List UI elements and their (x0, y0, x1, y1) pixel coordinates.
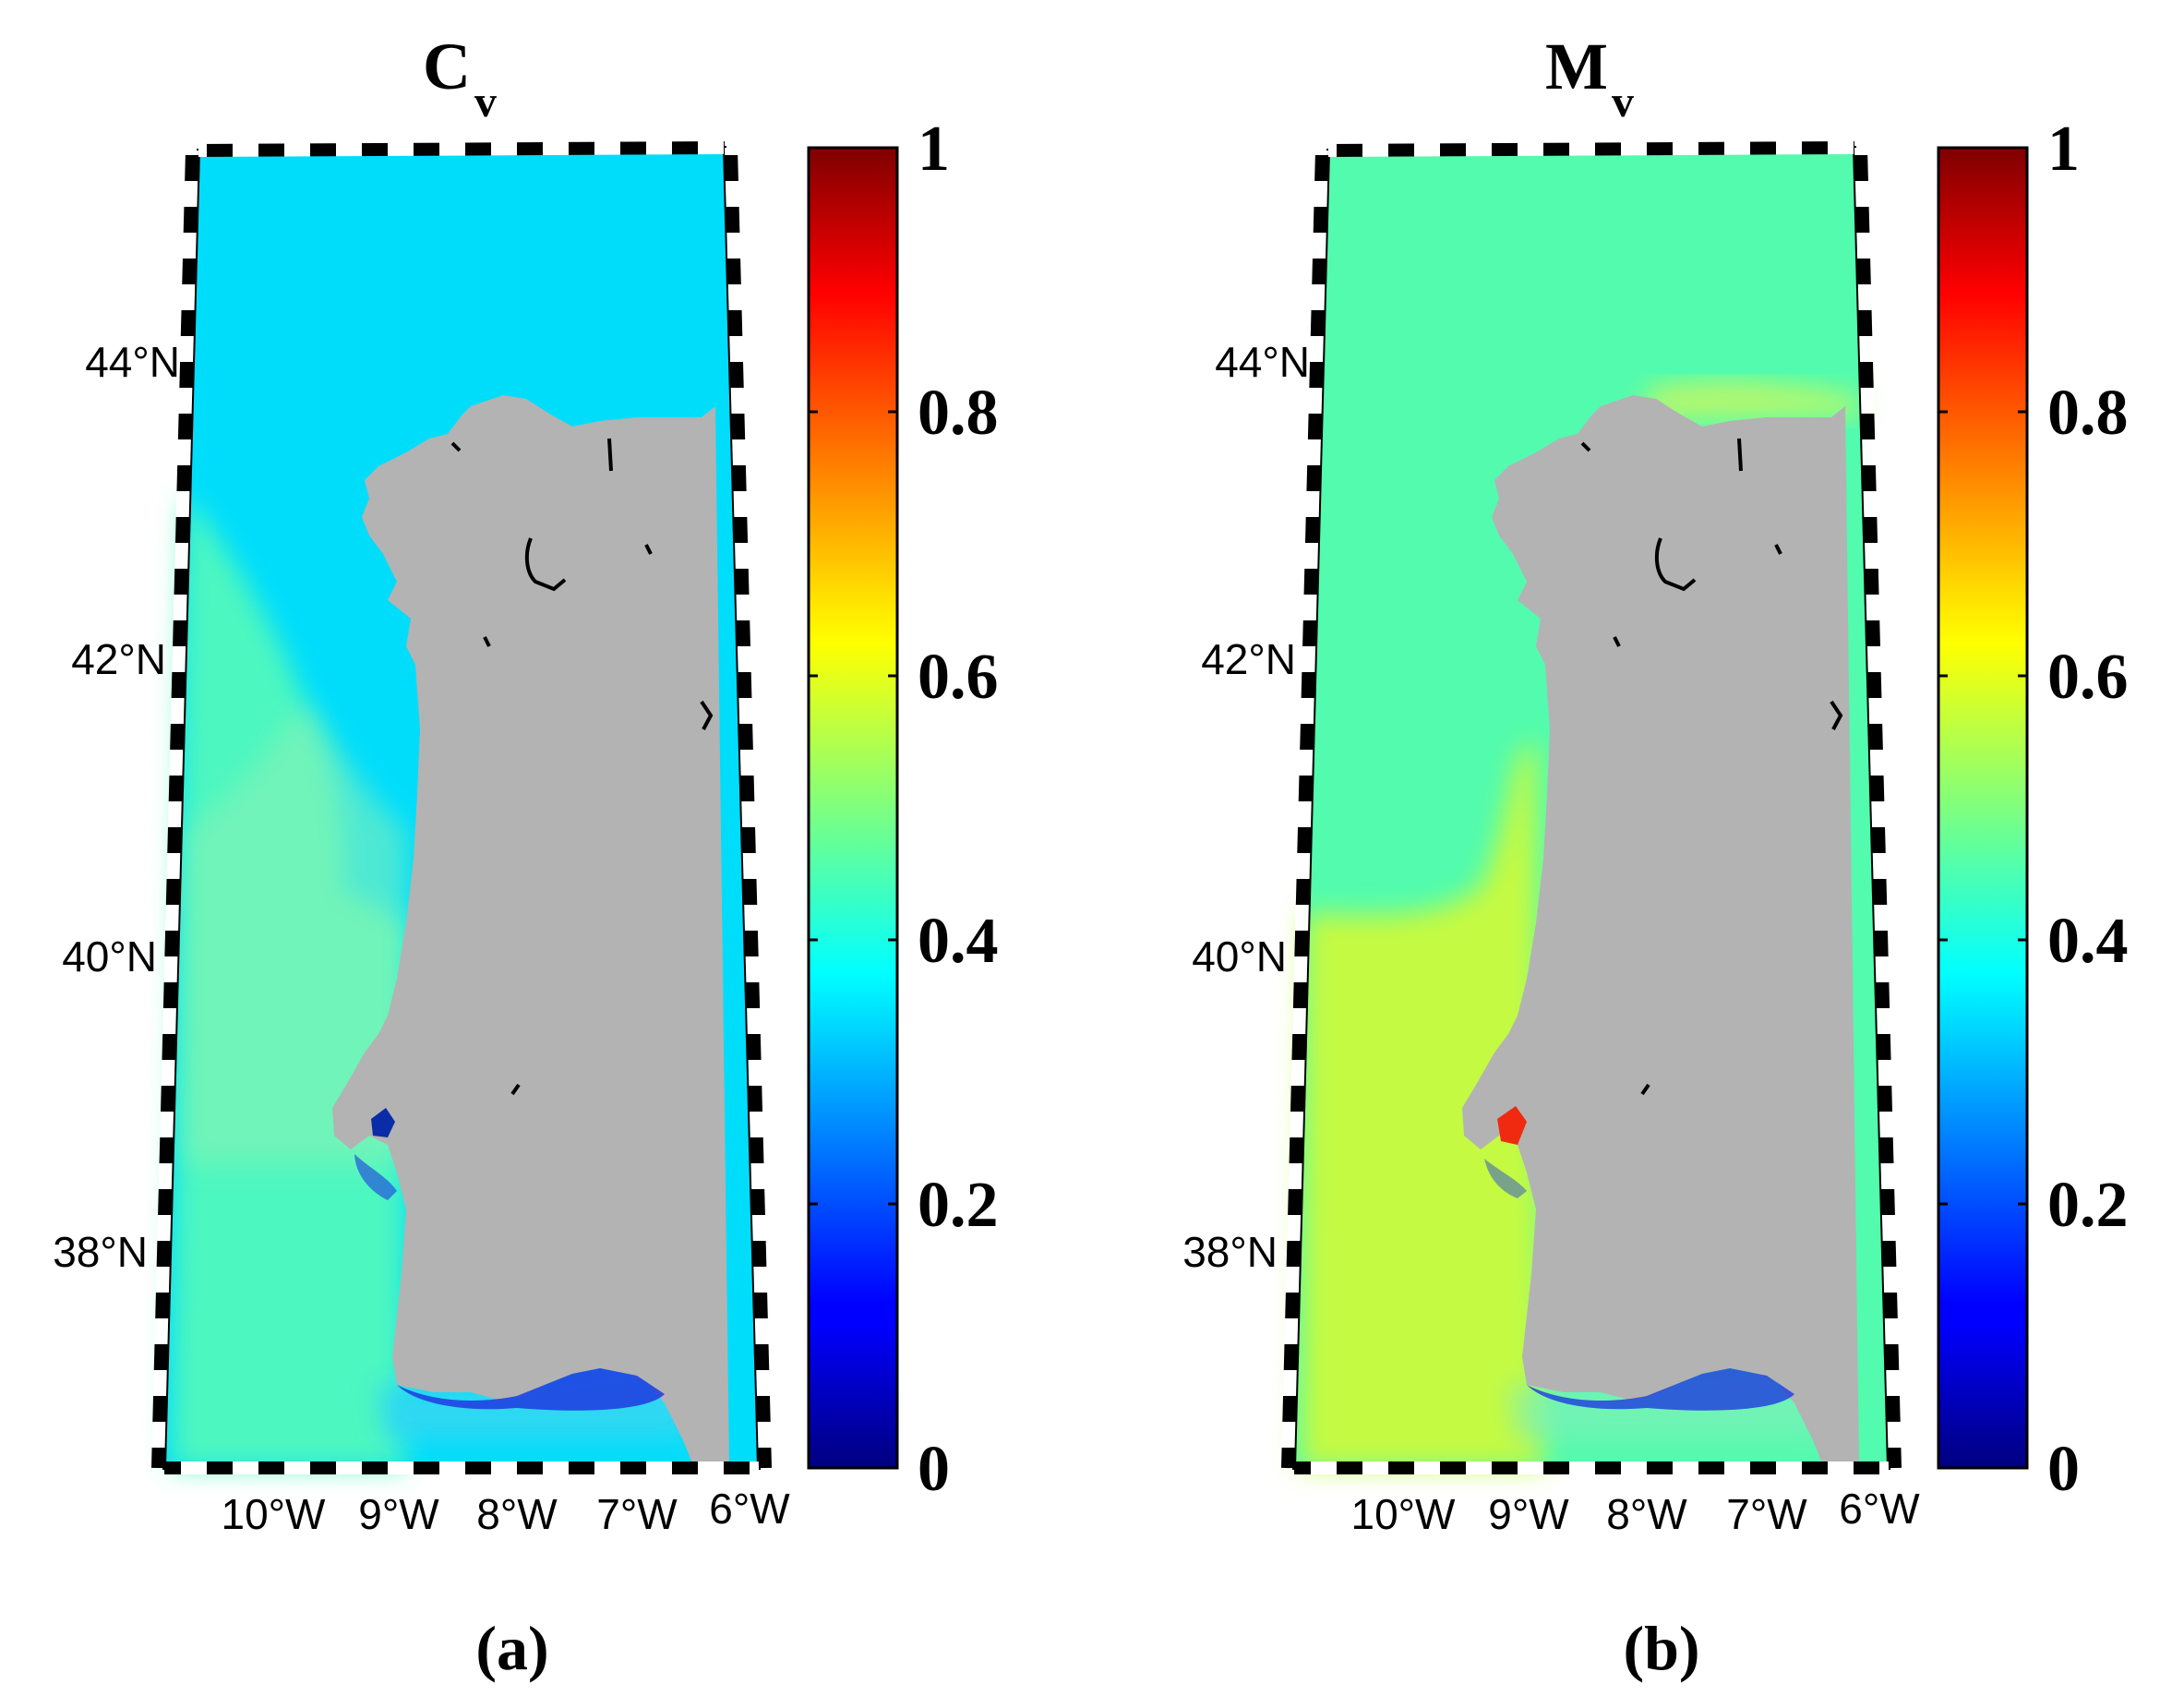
estuary-a (371, 1108, 395, 1137)
colorbar-label-a-5: 1 (918, 114, 950, 185)
lat-label-40-a: 40°N (62, 932, 157, 980)
colorbar-label-b-2: 0.4 (2047, 906, 2129, 977)
lat-label-42-a: 42°N (71, 635, 166, 683)
bay-low-a (397, 1368, 665, 1411)
lat-label-44-a: 44°N (85, 338, 180, 386)
ocean-shelf-a (185, 702, 406, 1163)
colorbar-label-b-5: 1 (2047, 114, 2080, 185)
ocean-shelf-b (1647, 381, 1861, 420)
frame-b (1281, 141, 1902, 1474)
panel-a-caption: (a) (475, 1613, 548, 1683)
lon-label-7-b: 7°W (1726, 1490, 1807, 1538)
rivers-a (450, 438, 714, 1096)
panel-a-title: Cv (423, 30, 497, 126)
colorbar-label-a-0: 0 (918, 1434, 950, 1505)
lat-label-42-b: 42°N (1201, 635, 1296, 683)
rivers-b (1580, 438, 1843, 1096)
map-b (1281, 141, 1902, 1474)
map-a (151, 141, 772, 1474)
colorbar-label-a-4: 0.8 (918, 378, 999, 449)
colorbar-b: 0 0.2 0.4 0.6 0.8 1 (1937, 114, 2129, 1505)
colorbar-label-b-1: 0.2 (2047, 1170, 2129, 1241)
lon-label-10-a: 10°W (222, 1490, 327, 1538)
panel-b-caption: (b) (1623, 1613, 1699, 1683)
colorbar-label-a-1: 0.2 (918, 1170, 999, 1241)
lon-label-8-a: 8°W (476, 1490, 558, 1538)
lon-label-8-b: 8°W (1606, 1490, 1687, 1538)
bay-low-b (1527, 1368, 1794, 1411)
lat-label-38-b: 38°N (1182, 1228, 1278, 1276)
lon-label-6-b: 6°W (1839, 1485, 1920, 1533)
lat-label-44-b: 44°N (1215, 338, 1310, 386)
lon-label-10-b: 10°W (1351, 1490, 1457, 1538)
lon-label-9-a: 9°W (358, 1490, 439, 1538)
ocean-far-b (1301, 739, 1543, 1468)
frame-a (151, 141, 772, 1474)
land-a (332, 395, 729, 1468)
colorbar-label-a-3: 0.6 (918, 642, 999, 713)
colorbar-label-a-2: 0.4 (918, 906, 999, 977)
estuary-mouth-b (1484, 1159, 1527, 1198)
colorbar-label-b-3: 0.6 (2047, 642, 2129, 713)
land-b (1462, 395, 1859, 1468)
estuary-b (1497, 1106, 1527, 1145)
colorbar-label-b-0: 0 (2047, 1434, 2080, 1505)
estuary-mouth-a (354, 1154, 397, 1200)
lat-label-38-a: 38°N (53, 1228, 148, 1276)
colorbar-a: 0 0.2 0.4 0.6 0.8 1 (807, 114, 999, 1505)
colorbar-label-b-4: 0.8 (2047, 378, 2129, 449)
lat-label-40-b: 40°N (1192, 932, 1287, 980)
panel-b-title: Mv (1545, 30, 1634, 126)
panel-b: Mv (1182, 30, 2128, 1683)
lon-label-9-b: 9°W (1488, 1490, 1569, 1538)
panel-a: Cv (53, 30, 998, 1683)
lon-label-7-a: 7°W (596, 1490, 678, 1538)
lon-label-6-a: 6°W (709, 1485, 790, 1533)
